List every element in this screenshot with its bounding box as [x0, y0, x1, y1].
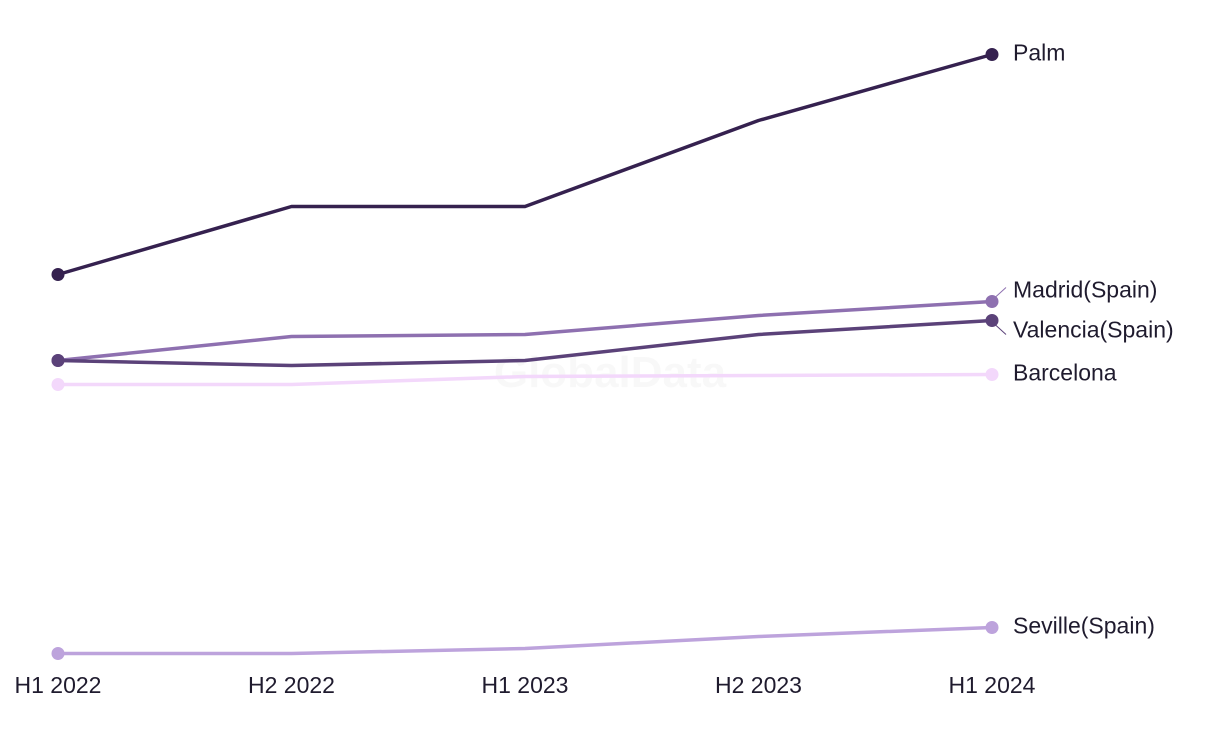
series-line: [57, 318, 993, 368]
x-tick-label: H1 2023: [482, 672, 569, 698]
series-line: [58, 372, 993, 387]
data-point[interactable]: [985, 48, 999, 61]
x-tick-label: H2 2023: [715, 672, 802, 698]
x-axis: H1 2022 H2 2022 H1 2023 H2 2023 H1 2024: [15, 672, 1036, 698]
x-tick-label: H1 2022: [15, 672, 102, 698]
series-seville-spain: Seville(Spain): [51, 613, 1155, 660]
x-tick-label: H2 2022: [248, 672, 335, 698]
series-palm: Palm: [51, 40, 1065, 281]
x-tick-label: H1 2024: [949, 672, 1036, 698]
series-label: Barcelona: [1013, 360, 1117, 386]
data-point[interactable]: [51, 378, 65, 391]
series-line: [57, 52, 993, 277]
data-point[interactable]: [51, 354, 65, 367]
series-madrid-spain: Madrid(Spain): [51, 277, 1157, 367]
label-leader-line: [994, 324, 1007, 335]
series-line: [58, 625, 993, 656]
series-label: Seville(Spain): [1013, 613, 1155, 639]
label-leader-line: [994, 287, 1007, 298]
data-point[interactable]: [51, 268, 65, 281]
watermark: GlobalData: [494, 348, 727, 397]
series-line: [57, 299, 993, 363]
series-label: Palm: [1013, 40, 1065, 66]
series-barcelona: Barcelona: [51, 360, 1117, 391]
series-label: Madrid(Spain): [1013, 277, 1157, 303]
data-point[interactable]: [985, 368, 999, 381]
series-layer: Palm Madrid(Spain) Valencia(Spain) Barcelon…: [51, 40, 1174, 660]
data-point[interactable]: [985, 295, 999, 308]
data-point[interactable]: [985, 621, 999, 634]
data-point[interactable]: [51, 647, 65, 660]
series-label: Valencia(Spain): [1013, 317, 1174, 343]
data-point[interactable]: [985, 314, 999, 327]
series-valencia-spain: Valencia(Spain): [51, 314, 1174, 368]
